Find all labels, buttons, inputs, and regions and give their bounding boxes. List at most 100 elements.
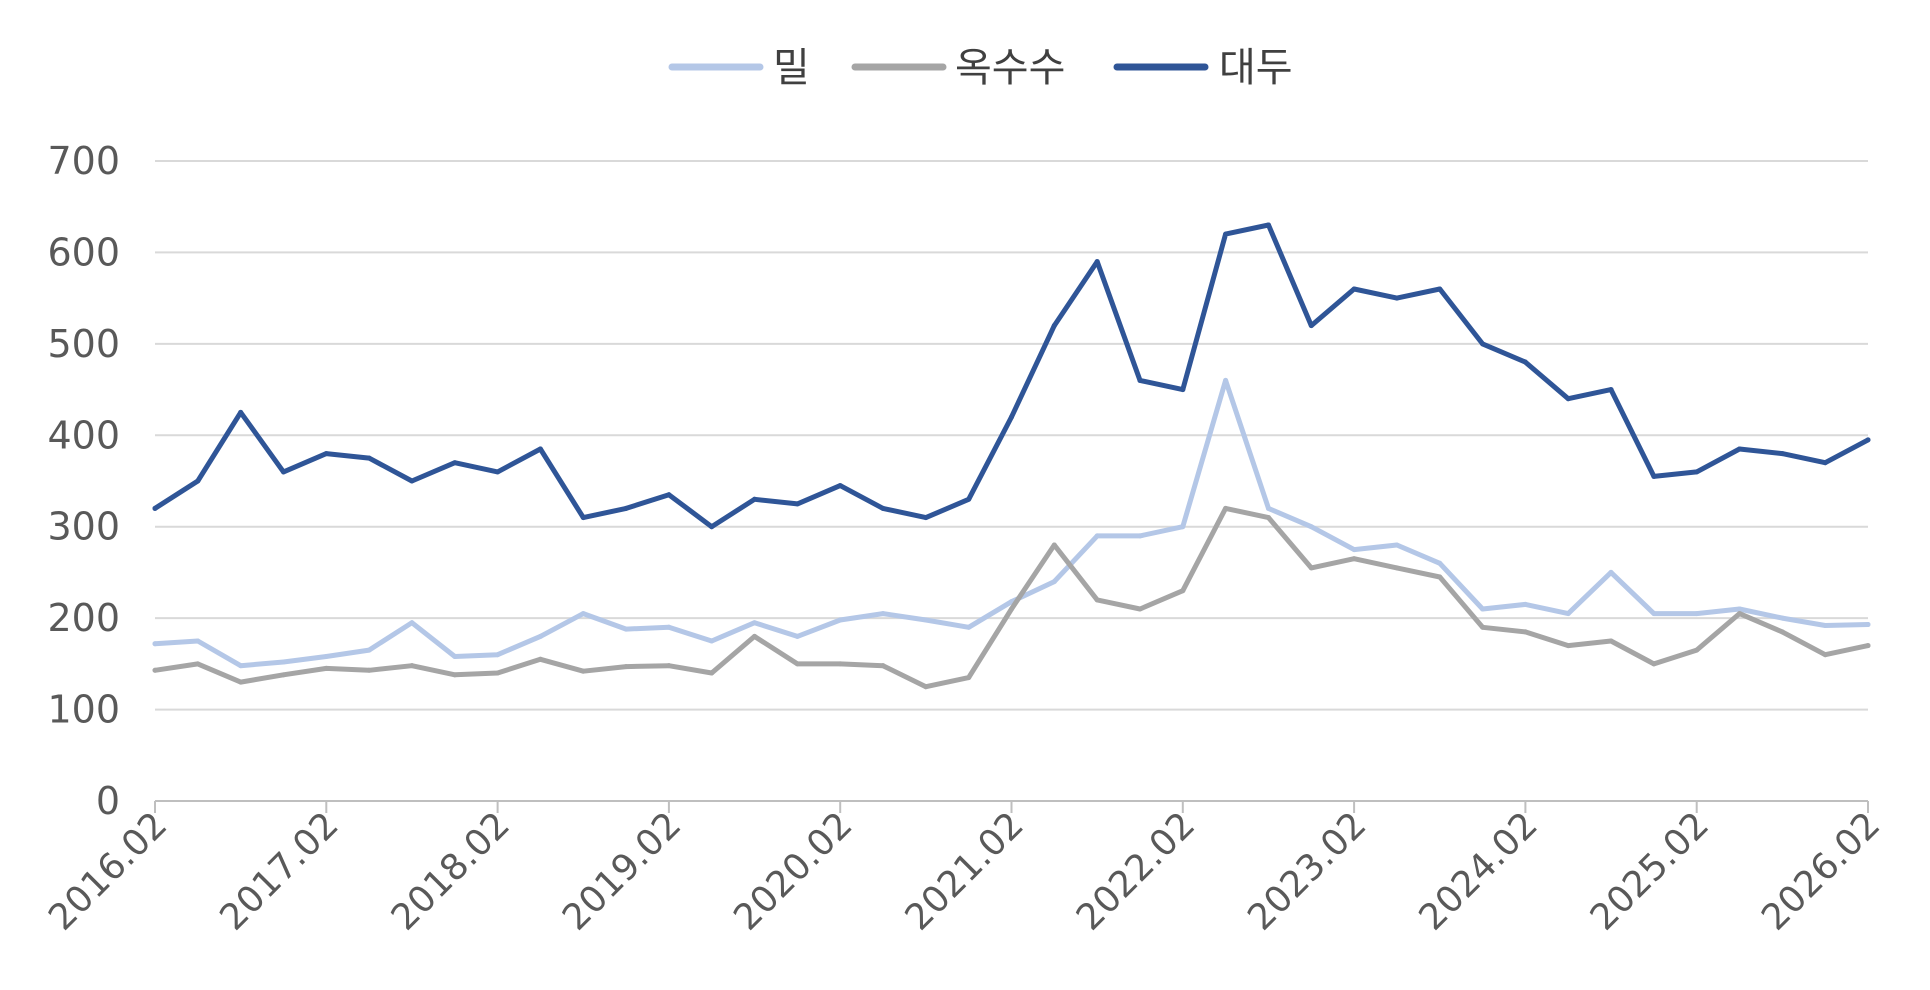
data-point — [1094, 533, 1100, 539]
data-point — [1051, 323, 1057, 329]
data-point — [1137, 606, 1143, 612]
data-point — [1180, 588, 1186, 594]
data-point — [409, 663, 415, 669]
x-tick-label: 2018.02 — [384, 804, 518, 938]
data-point — [880, 611, 886, 617]
data-point — [366, 455, 372, 461]
data-point — [238, 679, 244, 685]
data-point — [1480, 606, 1486, 612]
y-tick-label: 400 — [47, 413, 120, 457]
data-point — [1651, 473, 1657, 479]
data-point — [1437, 574, 1443, 580]
data-point — [709, 524, 715, 530]
data-point — [966, 624, 972, 630]
legend: 밀 옥수수 대두 — [668, 45, 1293, 91]
data-point — [1522, 629, 1528, 635]
data-point — [152, 641, 158, 647]
data-point — [238, 663, 244, 669]
data-point — [323, 654, 329, 660]
data-point — [1180, 524, 1186, 530]
gridlines — [155, 160, 1868, 711]
data-point — [1051, 542, 1057, 548]
data-point — [452, 672, 458, 678]
data-point — [1437, 286, 1443, 292]
data-point — [1522, 359, 1528, 365]
data-point — [1180, 387, 1186, 393]
data-point — [794, 661, 800, 667]
legend-label: 옥수수 — [955, 45, 1065, 91]
x-tick-label: 2026.02 — [1754, 804, 1888, 938]
data-point — [1223, 377, 1229, 383]
data-point — [1223, 231, 1229, 237]
data-point — [1737, 446, 1743, 452]
data-point — [1480, 624, 1486, 630]
data-point — [837, 617, 843, 623]
data-point — [1094, 597, 1100, 603]
data-point — [752, 633, 758, 639]
data-point — [195, 478, 201, 484]
data-point — [1779, 451, 1785, 457]
data-point — [1522, 601, 1528, 607]
series-line-1 — [152, 505, 1871, 690]
data-point — [1437, 560, 1443, 566]
data-point — [923, 617, 929, 623]
data-point — [1265, 222, 1271, 228]
data-point — [1351, 556, 1357, 562]
data-point — [152, 505, 158, 511]
data-point — [1480, 341, 1486, 347]
data-point — [1651, 661, 1657, 667]
y-tick-label: 600 — [47, 230, 120, 274]
data-point — [880, 663, 886, 669]
data-point — [323, 451, 329, 457]
data-point — [923, 515, 929, 521]
data-point — [1608, 569, 1614, 575]
data-point — [537, 656, 543, 662]
data-point — [1865, 622, 1871, 628]
series-lines — [152, 222, 1871, 690]
x-tick-label: 2020.02 — [726, 804, 860, 938]
data-point — [1737, 606, 1743, 612]
data-point — [1094, 259, 1100, 265]
data-point — [1223, 505, 1229, 511]
data-point — [623, 664, 629, 670]
data-point — [366, 647, 372, 653]
data-point — [1608, 387, 1614, 393]
data-point — [280, 659, 286, 665]
data-point — [1351, 286, 1357, 292]
data-point — [794, 633, 800, 639]
y-tick-label: 0 — [96, 779, 120, 823]
data-point — [238, 409, 244, 415]
data-point — [495, 469, 501, 475]
data-point — [923, 684, 929, 690]
data-point — [1779, 615, 1785, 621]
data-point — [452, 654, 458, 660]
data-point — [1608, 638, 1614, 644]
data-point — [837, 483, 843, 489]
data-point — [495, 652, 501, 658]
data-point — [966, 496, 972, 502]
data-point — [1565, 643, 1571, 649]
x-tick-label: 2019.02 — [555, 804, 689, 938]
data-point — [452, 460, 458, 466]
data-point — [323, 665, 329, 671]
data-point — [580, 611, 586, 617]
x-tick-label: 2022.02 — [1069, 804, 1203, 938]
x-tick-label: 2024.02 — [1412, 804, 1546, 938]
x-tick-label: 2017.02 — [212, 804, 346, 938]
data-point — [1265, 515, 1271, 521]
data-point — [1137, 533, 1143, 539]
data-point — [966, 675, 972, 681]
x-tick-label: 2023.02 — [1240, 804, 1374, 938]
data-point — [152, 667, 158, 673]
legend-label: 대두 — [1219, 45, 1293, 91]
data-point — [1051, 579, 1057, 585]
data-point — [837, 661, 843, 667]
data-point — [1694, 469, 1700, 475]
data-point — [195, 661, 201, 667]
data-point — [537, 633, 543, 639]
data-point — [666, 624, 672, 630]
data-point — [537, 446, 543, 452]
data-point — [280, 672, 286, 678]
data-point — [1351, 547, 1357, 553]
data-point — [1651, 611, 1657, 617]
